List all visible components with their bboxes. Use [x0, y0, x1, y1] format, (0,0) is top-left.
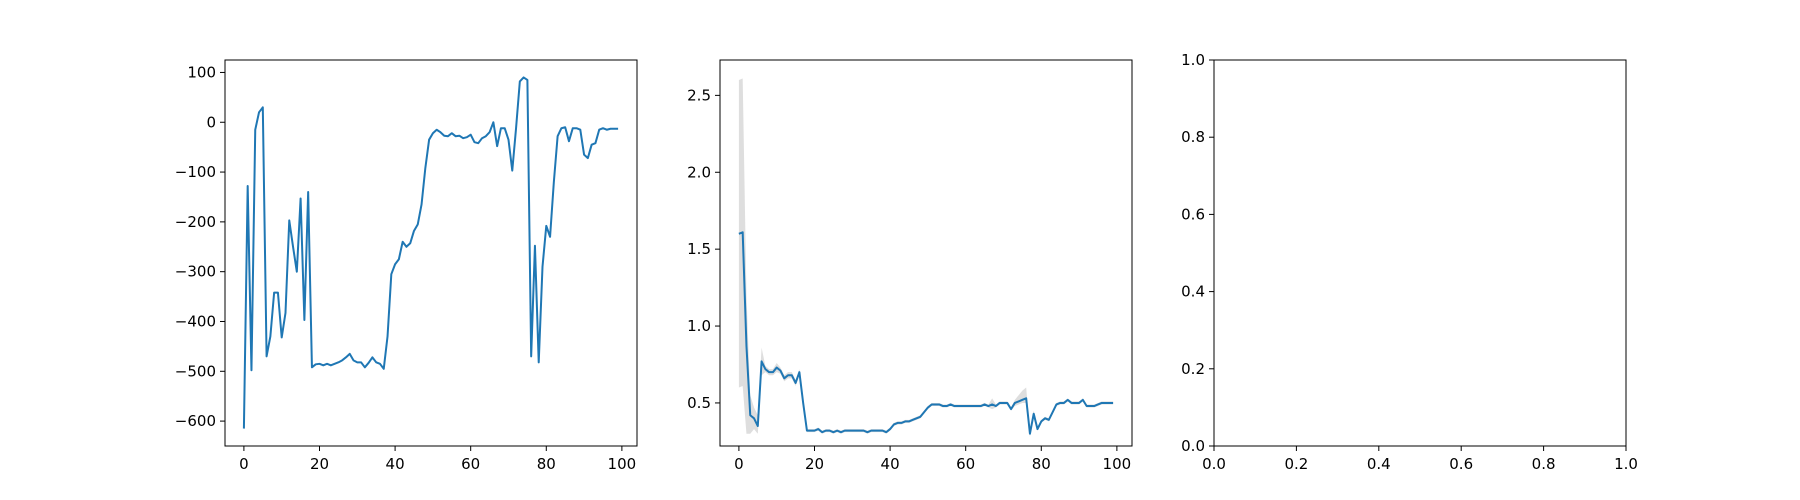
y-tick-label: 0.8 — [1181, 128, 1205, 146]
chart-panel-1: 0 20 40 60 80 100 −600 −500 −400 −300 −200 −100 0 100 — [175, 59, 638, 473]
x-tick-label: 40 — [881, 455, 900, 473]
y-tick-label: −300 — [175, 263, 216, 281]
x-tick-label: 100 — [608, 455, 637, 473]
x-tick-label: 20 — [310, 455, 329, 473]
y-tick-label: 0.2 — [1181, 360, 1205, 378]
x-tick-label: 0.4 — [1367, 455, 1391, 473]
chart-panel-3: 0.0 0.2 0.4 0.6 0.8 1.0 0.0 0.2 0.4 0.6 0.8 1.0 — [1181, 51, 1638, 473]
y-tick-label: 2.0 — [687, 163, 711, 181]
y-tick-label: 100 — [187, 63, 216, 81]
x-tick-label: 20 — [805, 455, 824, 473]
y-tick-label: 1.0 — [1181, 51, 1205, 69]
series-line-1 — [738, 231, 1114, 435]
axes-frame — [224, 59, 638, 447]
x-tick-label: 1.0 — [1614, 455, 1638, 473]
series-line-1 — [242, 76, 619, 429]
y-tick-label: 0.0 — [1181, 437, 1205, 455]
x-tick-label: 0 — [239, 455, 249, 473]
x-tick-label: 80 — [537, 455, 556, 473]
y-tick-label: −500 — [175, 362, 216, 380]
y-tick-label: −200 — [175, 213, 216, 231]
y-tick-label: 0 — [206, 113, 216, 131]
y-tick-label: −100 — [175, 163, 216, 181]
y-tick-label: 1.0 — [687, 317, 711, 335]
chart-panel-2: 0 20 40 60 80 100 0.5 1.0 1.5 2.0 2.5 — [687, 59, 1133, 473]
x-tick-label: 40 — [386, 455, 405, 473]
y-tick-label: −400 — [175, 312, 216, 330]
y-tick-label: −600 — [175, 412, 216, 430]
x-tick-label: 0.8 — [1532, 455, 1556, 473]
y-tick-label: 0.5 — [687, 394, 711, 412]
x-tick-label: 0.6 — [1449, 455, 1473, 473]
axes-frame — [1213, 59, 1627, 447]
x-tick-label: 0 — [734, 455, 744, 473]
x-tick-label: 60 — [956, 455, 975, 473]
y-tick-label: 1.5 — [687, 240, 711, 258]
axes-frame — [719, 59, 1133, 447]
y-tick-label: 2.5 — [687, 86, 711, 104]
x-tick-label: 0.2 — [1284, 455, 1308, 473]
y-tick-label: 0.6 — [1181, 205, 1205, 223]
x-tick-label: 60 — [461, 455, 480, 473]
x-tick-label: 100 — [1103, 455, 1132, 473]
y-tick-label: 0.4 — [1181, 283, 1205, 301]
x-tick-label: 80 — [1032, 455, 1051, 473]
x-tick-label: 0.0 — [1202, 455, 1226, 473]
